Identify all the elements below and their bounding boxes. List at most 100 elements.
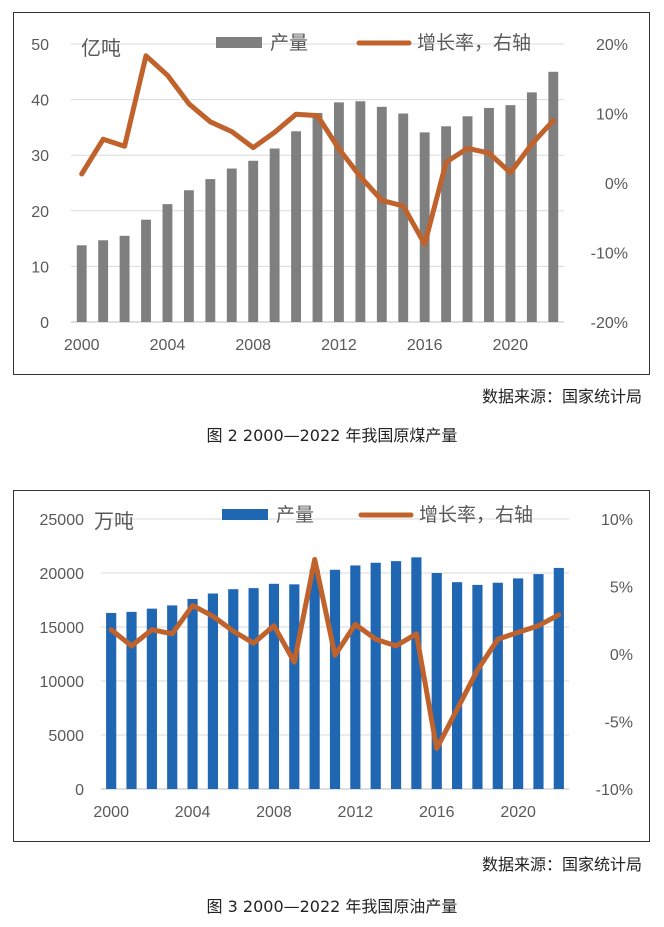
bar [376, 106, 387, 322]
bar [226, 168, 237, 322]
y-right-tick-label: 20% [596, 37, 628, 54]
y-left-tick-label: 20000 [40, 566, 85, 583]
growth-point [509, 172, 511, 174]
x-tick-label: 2000 [93, 804, 129, 821]
growth-point [131, 645, 133, 647]
bar [291, 131, 301, 322]
x-tick-label: 2012 [321, 337, 357, 354]
x-tick-label: 2016 [407, 337, 443, 354]
bar [309, 569, 320, 789]
coal-caption: 图 2 2000—2022 年我国原煤产量 [206, 426, 458, 445]
bar [167, 605, 178, 789]
x-tick-label: 2020 [493, 337, 529, 354]
bar [126, 611, 137, 789]
bar [355, 101, 366, 322]
unit-label: 万吨 [94, 509, 134, 533]
y-left-tick-label: 50 [31, 37, 49, 54]
bar [431, 573, 442, 789]
y-right-tick-label: 0% [610, 647, 633, 664]
y-right-tick-label: -10% [591, 246, 628, 263]
y-left-tick-label: 10000 [40, 674, 85, 691]
growth-point [314, 559, 316, 560]
growth-point [424, 243, 426, 245]
x-tick-label: 2016 [419, 804, 455, 821]
bar [141, 219, 151, 322]
bar [484, 107, 494, 322]
legend-bar-label: 产量 [276, 504, 314, 526]
growth-point [145, 55, 147, 57]
bar [505, 105, 516, 322]
bar [441, 126, 452, 323]
growth-point [232, 630, 234, 632]
bar [533, 574, 544, 789]
bar [526, 92, 537, 322]
growth-point [334, 654, 336, 656]
bar [452, 582, 463, 789]
bar [228, 589, 239, 789]
growth-point [209, 121, 211, 123]
bar [289, 584, 300, 789]
y-right-tick-label: 10% [601, 512, 633, 529]
y-right-tick-label: -5% [605, 715, 633, 732]
growth-point [102, 138, 104, 140]
growth-point [415, 633, 417, 635]
x-tick-label: 2008 [256, 804, 292, 821]
growth-point [192, 604, 194, 606]
bar [329, 569, 341, 789]
bar [411, 557, 422, 789]
bar [462, 116, 473, 322]
growth-point [537, 625, 539, 627]
coal-chart-frame: 0 10 20 30 40 50 -20% -10% 0% 10% 20% 2000 2004 2008 2… [13, 12, 650, 375]
bar [146, 608, 157, 789]
growth-point [273, 625, 275, 627]
growth-point [166, 74, 168, 76]
growth-point [467, 147, 469, 149]
y-left-tick-label: 0 [75, 782, 84, 799]
bar [513, 578, 524, 789]
bar [370, 562, 381, 789]
bar [106, 612, 117, 789]
growth-point [488, 152, 490, 154]
growth-point [110, 629, 112, 631]
oil-chart-frame: 0 5000 10000 15000 20000 25000 -10% -5% 0% 5% 10% 2… [13, 490, 650, 842]
y-left-tick-label: 5000 [48, 728, 84, 745]
growth-point [151, 629, 153, 631]
bar [472, 584, 483, 789]
bar [248, 160, 259, 322]
bar [207, 593, 218, 789]
x-tick-label: 2004 [175, 804, 211, 821]
y-left-tick-label: 0 [40, 315, 49, 332]
x-tick-label: 2000 [64, 337, 100, 354]
y-left-tick-label: 40 [31, 93, 49, 110]
bar [398, 113, 409, 322]
bar [334, 102, 344, 322]
bar [268, 583, 280, 789]
growth-point [395, 645, 397, 647]
bar [248, 588, 259, 789]
y-left-tick-label: 20 [31, 204, 49, 221]
growth-point [552, 119, 554, 121]
legend-bar-swatch [222, 509, 268, 520]
bar [98, 240, 109, 322]
growth-point [317, 115, 318, 117]
bar [187, 598, 198, 789]
y-right-tick-label: -10% [596, 782, 633, 799]
y-left-tick-label: 10 [31, 259, 49, 276]
legend-bar-swatch [216, 37, 262, 48]
growth-point [274, 131, 276, 133]
growth-point [558, 614, 560, 616]
growth-point [354, 623, 356, 625]
y-right-tick-label: 5% [610, 580, 633, 597]
oil-caption: 图 3 2000—2022 年我国原油产量 [206, 897, 458, 916]
legend-bar-label: 产量 [270, 32, 308, 54]
legend-line-label: 增长率，右轴 [419, 504, 533, 526]
y-right-tick-label: -20% [591, 315, 628, 332]
growth-point [436, 748, 438, 749]
bar [312, 112, 323, 322]
y-left-tick-label: 30 [31, 148, 49, 165]
growth-point [402, 205, 404, 207]
bar [119, 235, 130, 322]
y-right-tick-label: 0% [605, 176, 628, 193]
unit-label: 亿吨 [81, 36, 121, 60]
growth-point [517, 631, 519, 633]
